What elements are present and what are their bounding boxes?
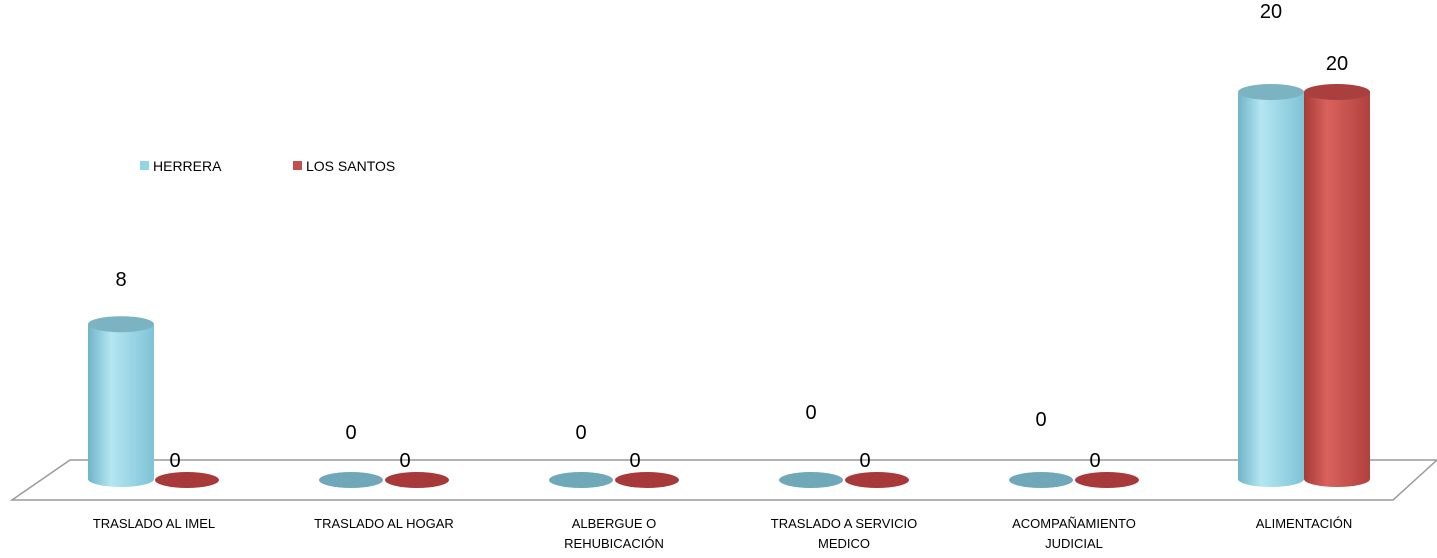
chart-floor bbox=[9, 459, 1437, 501]
category-label-5: ALIMENTACIÓN bbox=[1256, 516, 1353, 531]
category-label-2: ALBERGUE O REHUBICACIÓN bbox=[564, 516, 664, 551]
bar-los-santos-2 bbox=[615, 472, 679, 488]
bar-herrera-2 bbox=[549, 472, 613, 488]
value-labels-layer: 8 0 0 0 0 0 0 0 0 0 20 20 bbox=[115, 1, 1348, 472]
value-label-herrera-3: 0 bbox=[805, 402, 816, 424]
category-label-0: TRASLADO AL IMEL bbox=[93, 516, 215, 531]
bar-top-herrera-5 bbox=[1238, 84, 1304, 100]
bar-los-santos-5 bbox=[1304, 92, 1370, 487]
category-labels-layer: TRASLADO AL IMEL TRASLADO AL HOGAR ALBERGU… bbox=[93, 516, 1352, 551]
value-label-los-santos-0: 0 bbox=[169, 450, 180, 472]
bar-herrera-0 bbox=[88, 324, 154, 487]
legend-swatch-los-santos bbox=[293, 161, 302, 170]
bar-herrera-3 bbox=[779, 472, 843, 488]
value-label-herrera-1: 0 bbox=[345, 422, 356, 444]
value-label-herrera-0: 8 bbox=[115, 269, 126, 291]
bar-los-santos-1 bbox=[385, 472, 449, 488]
bar-herrera-1 bbox=[319, 472, 383, 488]
legend-label-los-santos: LOS SANTOS bbox=[306, 158, 395, 174]
bars-layer bbox=[88, 84, 1370, 488]
bar-herrera-5 bbox=[1238, 92, 1304, 487]
bar-herrera-4 bbox=[1009, 472, 1073, 488]
category-label-4: ACOMPAÑAMIENTO JUDICIAL bbox=[1012, 516, 1136, 551]
value-label-herrera-2: 0 bbox=[575, 422, 586, 444]
value-label-los-santos-5: 20 bbox=[1326, 53, 1348, 75]
bar-top-los-santos-5 bbox=[1304, 84, 1370, 100]
value-label-los-santos-4: 0 bbox=[1089, 450, 1100, 472]
bar-los-santos-4 bbox=[1075, 472, 1139, 488]
bar-los-santos-0 bbox=[155, 472, 219, 488]
value-label-los-santos-3: 0 bbox=[859, 450, 870, 472]
legend-swatch-herrera bbox=[140, 161, 149, 170]
value-label-los-santos-1: 0 bbox=[399, 450, 410, 472]
value-label-herrera-5: 20 bbox=[1260, 1, 1282, 23]
category-label-1: TRASLADO AL HOGAR bbox=[314, 516, 454, 531]
bar-top-herrera-0 bbox=[88, 316, 154, 333]
category-label-3: TRASLADO A SERVICIO MEDICO bbox=[771, 516, 917, 551]
value-label-los-santos-2: 0 bbox=[629, 450, 640, 472]
legend: HERRERA LOS SANTOS bbox=[140, 158, 395, 174]
legend-label-herrera: HERRERA bbox=[153, 158, 222, 174]
bar-los-santos-3 bbox=[845, 472, 909, 488]
value-label-herrera-4: 0 bbox=[1035, 409, 1046, 431]
